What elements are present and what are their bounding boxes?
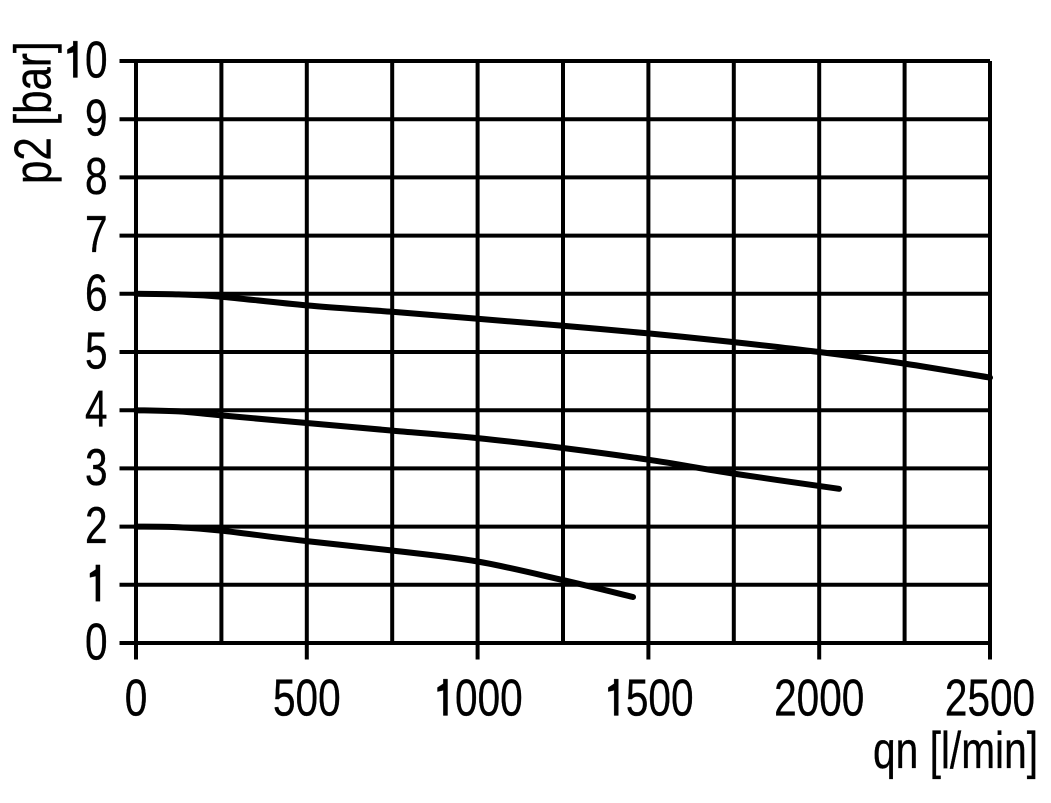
svg-text:9: 9 [85, 89, 108, 147]
svg-text:7: 7 [85, 205, 108, 263]
svg-text:2: 2 [85, 496, 108, 554]
svg-text:2: 2 [945, 669, 968, 727]
svg-text:2: 2 [774, 669, 797, 727]
svg-text:p2 [bar]: p2 [bar] [4, 41, 62, 184]
svg-text:5: 5 [626, 669, 649, 727]
svg-text:0: 0 [500, 669, 523, 727]
svg-text:0: 0 [85, 613, 108, 671]
svg-text:8: 8 [85, 147, 108, 205]
svg-text:0: 0 [990, 669, 1013, 727]
svg-text:6: 6 [85, 263, 108, 321]
svg-text:0: 0 [1013, 669, 1036, 727]
svg-text:0: 0 [819, 669, 842, 727]
svg-text:4: 4 [85, 380, 108, 438]
svg-text:3: 3 [85, 438, 108, 496]
svg-text:0: 0 [85, 31, 108, 89]
svg-text:5: 5 [967, 669, 990, 727]
svg-text:0: 0 [478, 669, 501, 727]
svg-text:0: 0 [842, 669, 865, 727]
svg-text:0: 0 [671, 669, 694, 727]
svg-text:qn [l/min]: qn [l/min] [873, 721, 1038, 779]
svg-text:0: 0 [797, 669, 820, 727]
svg-text:0: 0 [125, 669, 148, 727]
svg-text:0: 0 [455, 669, 478, 727]
svg-text:5: 5 [273, 669, 296, 727]
svg-text:0: 0 [296, 669, 319, 727]
svg-text:0: 0 [318, 669, 341, 727]
svg-text:0: 0 [648, 669, 671, 727]
svg-text:5: 5 [85, 322, 108, 380]
